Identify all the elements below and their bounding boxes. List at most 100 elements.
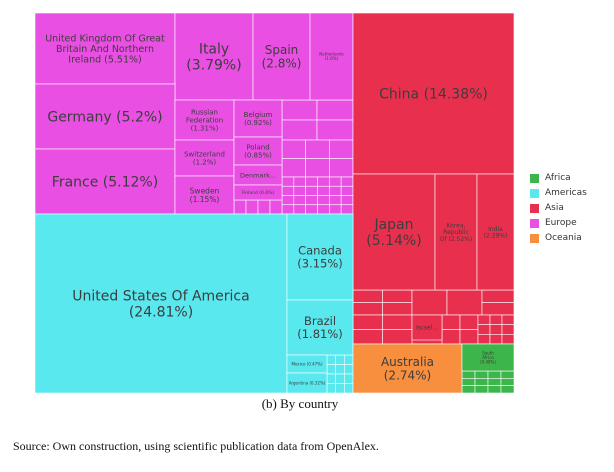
tile-label-japan-line: (5.14%): [366, 233, 421, 249]
legend-item-oceania: Oceania: [530, 231, 610, 245]
tile-united-states-of-america: [34, 213, 288, 394]
tile-label-sweden: Sweden (1.15%): [190, 187, 220, 204]
tile-label-russian-federation-line: Federation: [186, 117, 223, 125]
small-tile-europe: [305, 185, 318, 196]
treemap-svg: United Kingdom Of Great Britain And North…: [34, 12, 515, 394]
small-tile-asia: [352, 302, 383, 316]
small-tile-americas: [344, 354, 354, 365]
small-tile-europe: [329, 204, 342, 215]
tile-label-russian-federation-line: (1.31%): [191, 124, 219, 132]
legend-label-europe: Europe: [545, 218, 577, 228]
source-note: Source: Own construction, using scientif…: [13, 439, 379, 453]
legend-item-asia: Asia: [530, 201, 610, 215]
small-tile-europe: [281, 158, 306, 178]
small-tile-asia: [382, 329, 413, 345]
tile-germany: [34, 83, 176, 150]
small-tile-europe: [329, 185, 342, 196]
tile-label-denmark: Denmark...: [240, 171, 276, 179]
small-tile-europe: [305, 204, 318, 215]
tile-label-india-line: (2.29%): [484, 233, 508, 240]
tile-label-argentina-line: Argentina (0.32%): [289, 380, 326, 385]
small-tile-europe: [281, 185, 295, 196]
small-tile-europe: [316, 119, 354, 141]
tile-united-kingdom-of-great-britain-and-northern-ireland: [34, 12, 176, 85]
small-tile-asia: [382, 289, 413, 303]
small-tile-americas: [344, 364, 354, 375]
small-tile-americas: [326, 364, 336, 375]
tile-sweden: [174, 175, 235, 215]
legend-swatch-americas: [530, 188, 539, 198]
tile-label-south-africa-line: (0.48%): [480, 359, 496, 364]
small-tile-europe: [233, 199, 247, 215]
tile-label-france-line: France (5.12%): [52, 175, 158, 191]
small-tile-europe: [281, 195, 295, 206]
small-tile-europe: [329, 195, 342, 206]
tile-label-korea-republic-of: Korea, Republic Of (2.52%): [440, 222, 472, 242]
tile-netherlands: [309, 12, 354, 101]
tile-label-netherlands: Netherlands (1.6%): [319, 52, 343, 61]
small-tile-europe: [316, 99, 354, 121]
legend-label-oceania: Oceania: [545, 233, 582, 243]
tile-label-israel-line: Israel...: [416, 325, 438, 332]
small-tile-asia: [352, 314, 383, 330]
small-tile-europe: [305, 139, 330, 159]
small-tile-asia: [446, 289, 483, 316]
tile-label-belgium-line: (0.92%): [244, 119, 272, 127]
small-tile-africa: [487, 378, 502, 386]
tile-label-poland-line: Poland: [246, 144, 269, 152]
tile-label-sweden-line: Sweden: [190, 187, 220, 196]
tile-label-united-kingdom-of-great-britain-and-northern-ireland: United Kingdom Of Great Britain And North…: [45, 33, 165, 65]
small-tile-europe: [281, 119, 318, 141]
tile-label-korea-republic-of-line: Republic: [443, 229, 469, 236]
tile-israel: [411, 314, 443, 341]
tile-france: [34, 148, 176, 215]
tile-label-japan: Japan (5.14%): [366, 217, 421, 249]
small-tile-europe: [305, 176, 318, 187]
tile-label-belgium-line: Belgium: [244, 111, 273, 119]
small-tile-europe: [269, 199, 283, 215]
tile-label-canada-line: (3.15%): [297, 257, 343, 271]
small-tile-europe: [340, 185, 354, 196]
small-tile-europe: [329, 176, 342, 187]
legend-swatch-europe: [530, 218, 539, 228]
small-tile-americas: [326, 383, 336, 394]
tile-label-mexico-line: Mexico (0.47%): [291, 361, 323, 366]
small-tile-asia: [441, 314, 461, 330]
tile-label-spain-line: Spain: [265, 43, 299, 57]
tile-finland: [233, 184, 283, 201]
small-tile-asia: [459, 329, 479, 345]
tile-label-germany-line: Germany (5.2%): [47, 110, 162, 126]
tile-label-united-states-of-america-line: (24.81%): [129, 304, 193, 320]
small-tile-europe: [305, 158, 330, 178]
legend-swatch-africa: [530, 173, 539, 183]
tile-label-poland: Poland (0.85%): [244, 144, 272, 160]
tile-label-canada-line: Canada: [298, 244, 342, 258]
small-tile-asia: [441, 329, 461, 345]
small-tile-asia: [382, 314, 413, 330]
small-tile-africa: [474, 378, 489, 386]
small-tile-asia: [459, 314, 479, 330]
tile-label-switzerland: Switzerland (1.2%): [184, 151, 225, 167]
tile-label-spain-line: (2.8%): [262, 57, 302, 71]
tile-label-china: China (14.38%): [379, 87, 488, 103]
small-tile-europe: [257, 199, 271, 215]
tile-label-canada: Canada (3.15%): [297, 244, 343, 271]
tile-label-poland-line: (0.85%): [244, 151, 272, 159]
small-tile-americas: [326, 373, 336, 384]
legend-item-europe: Europe: [530, 216, 610, 230]
small-tile-asia: [352, 289, 383, 303]
tile-label-united-kingdom-of-great-britain-and-northern-ireland-line: Britain And Northern: [56, 44, 154, 55]
small-tile-europe: [317, 204, 330, 215]
small-tile-europe: [340, 176, 354, 187]
tile-label-mexico: Mexico (0.47%): [291, 361, 323, 366]
tile-label-netherlands-line: (1.6%): [325, 56, 339, 61]
tile-label-brazil-line: Brazil: [304, 314, 336, 328]
small-tile-europe: [281, 204, 295, 215]
small-tile-africa: [474, 370, 489, 379]
small-tile-americas: [335, 354, 345, 365]
tile-label-united-states-of-america: United States Of America (24.81%): [72, 289, 249, 321]
small-tile-asia: [352, 329, 383, 345]
tile-label-spain: Spain (2.8%): [262, 43, 302, 70]
tile-label-australia-line: Australia: [381, 355, 434, 369]
tile-belgium: [233, 99, 283, 138]
